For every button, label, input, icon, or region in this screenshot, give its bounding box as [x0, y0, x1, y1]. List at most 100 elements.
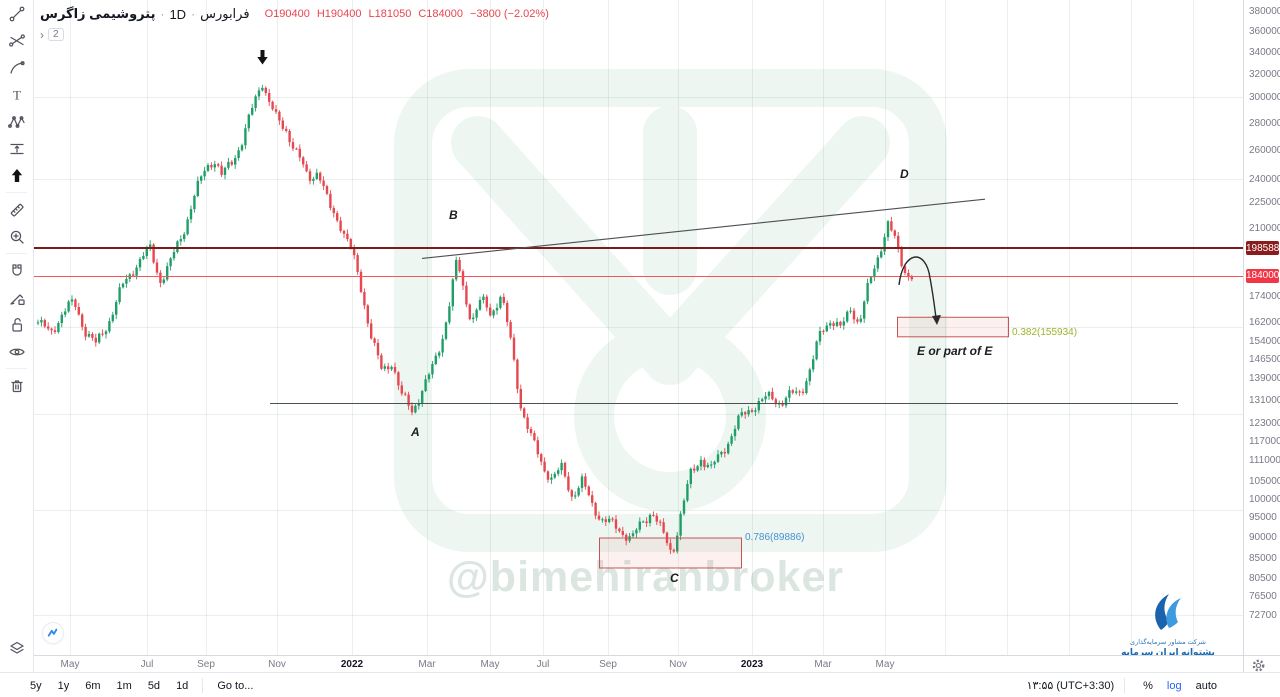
price-tick-label: 154000 [1249, 335, 1280, 347]
price-tick-label: 280000 [1249, 117, 1280, 129]
brush-tool-icon[interactable] [0, 54, 33, 81]
price-tick-label: 174000 [1249, 291, 1280, 303]
ohlc-high: H190400 [316, 8, 362, 20]
time-tick-label: Jul [140, 659, 154, 670]
fib-retracement-tool-icon[interactable] [0, 27, 33, 54]
trash-tool-icon[interactable] [0, 372, 33, 399]
down-arrow-marker[interactable] [256, 50, 269, 70]
price-tick-label: 139000 [1249, 373, 1280, 385]
price-tick-label: 80500 [1249, 572, 1277, 584]
log-scale-button[interactable]: log [1166, 679, 1182, 692]
symbol-name[interactable]: پتروشیمی زاگرس [40, 6, 156, 21]
chart-legend: پتروشیمی زاگرس · 1D · فرابورس O190400 H1… [40, 6, 549, 41]
axis-corner [1243, 655, 1280, 673]
eye-tool-icon[interactable] [0, 338, 33, 365]
bottom-toolbar: 5y 1y 6m 1m 5d 1d Go to... ۱۳:۵۵ (UTC+3:30) %… [0, 672, 1280, 697]
time-axis[interactable]: May Jul Sep Nov 2022 Mar May Jul Sep Nov 2023 Mar Ma… [33, 655, 1243, 673]
auto-scale-button[interactable]: auto [1195, 679, 1217, 692]
ohlc-change: −3800 (−2.02%) [469, 8, 549, 20]
toolbar-separator [6, 192, 27, 193]
range-button-1d[interactable]: 1d [176, 679, 189, 692]
range-button-6m[interactable]: 6m [85, 679, 101, 692]
drawing-toolbar: T [0, 0, 34, 672]
price-tick-label: 100000 [1249, 493, 1280, 505]
price-tick-label: 360000 [1249, 25, 1280, 37]
arrow-marker-tool-icon[interactable] [0, 162, 33, 189]
price-tick-label: 117000 [1249, 436, 1280, 448]
price-tick-label: 380000 [1249, 6, 1280, 17]
time-tick-label: May [60, 659, 80, 670]
time-tick-label: May [480, 659, 500, 670]
price-tick-label: 300000 [1249, 92, 1280, 104]
drawing-lock-tool-icon[interactable] [0, 284, 33, 311]
brand-subtitle: شرکت مشاور سرمایه‌گذاری [1130, 639, 1206, 646]
e-wave-label[interactable]: E or part of E [917, 344, 993, 358]
exchange-label: فرابورس [200, 6, 250, 21]
magnet-tool-icon[interactable] [0, 257, 33, 284]
ohlc-open: O190400 [264, 8, 310, 20]
price-tick-label: 95000 [1249, 512, 1277, 524]
fib-level-label[interactable]: 0.382(155934) [1012, 327, 1078, 339]
zoom-in-tool-icon[interactable] [0, 223, 33, 250]
tradingview-logo-button[interactable] [42, 622, 64, 644]
object-tree-icon[interactable] [0, 635, 33, 662]
brand-title: پشتوانه ایران سرمایه [1121, 647, 1215, 657]
indicators-count-badge[interactable]: 2 [48, 28, 64, 41]
axis-settings-gear-icon[interactable] [1251, 658, 1266, 678]
fib-level-label[interactable]: 0.786(89886) [745, 531, 805, 543]
price-tick-label: 123000 [1249, 417, 1280, 429]
time-tick-label: Mar [418, 659, 436, 670]
wave-label-B[interactable]: B [449, 208, 458, 222]
ohlc-low: L181050 [368, 8, 412, 20]
toolbar-separator [6, 253, 27, 254]
timeframe-label[interactable]: 1D [169, 6, 187, 22]
price-tick-label: 210000 [1249, 222, 1280, 234]
time-tick-label: Sep [599, 659, 617, 670]
wave-label-D[interactable]: D [900, 167, 909, 181]
price-tick-label: 260000 [1249, 144, 1280, 156]
price-tick-label: 225000 [1249, 197, 1280, 209]
wave-label-A[interactable]: A [411, 425, 420, 439]
toolbar-separator [6, 368, 27, 369]
price-tick-label: 90000 [1249, 532, 1277, 544]
price-tick-label: 240000 [1249, 173, 1280, 185]
range-button-5d[interactable]: 5d [147, 679, 161, 692]
xabcd-pattern-tool-icon[interactable] [0, 108, 33, 135]
brand-flame-icon [1155, 594, 1181, 630]
price-tick-label: 76500 [1249, 591, 1277, 603]
legend-separator: · [191, 7, 196, 21]
ohlc-values: O190400 H190400 L181050 C184000 −3800 (−… [265, 8, 549, 20]
text-tool-icon[interactable]: T [0, 81, 33, 108]
percent-scale-button[interactable]: % [1143, 679, 1153, 692]
time-tick-label: 2022 [340, 659, 364, 670]
price-tick-label: 105000 [1249, 475, 1280, 487]
ruler-tool-icon[interactable] [0, 196, 33, 223]
toolbar-divider [1124, 678, 1126, 693]
toolbar-divider [202, 678, 204, 693]
time-tick-label: Nov [268, 659, 286, 670]
time-tick-label: Jul [536, 659, 550, 670]
trend-line-tool-icon[interactable] [0, 0, 33, 27]
wave-label-C[interactable]: C [670, 571, 679, 585]
price-tick-label: 111000 [1249, 455, 1280, 467]
price-tick-label: 85000 [1249, 552, 1277, 564]
legend-separator: · [160, 7, 165, 21]
price-tick-label: 131000 [1249, 394, 1280, 406]
lock-open-tool-icon[interactable] [0, 311, 33, 338]
price-tick-label: 146500 [1249, 354, 1280, 366]
forecast-tool-icon[interactable] [0, 135, 33, 162]
price-tick-label: 72700 [1249, 610, 1277, 621]
clock-timezone[interactable]: ۱۳:۵۵ (UTC+3:30) [1026, 680, 1115, 692]
time-tick-label: May [875, 659, 895, 670]
price-axis[interactable]: 380000 360000 340000 320000 300000 280000 2600… [1243, 0, 1280, 655]
time-tick-label: Sep [197, 659, 215, 670]
range-button-1m[interactable]: 1m [116, 679, 132, 692]
broker-brand-logo: شرکت مشاور سرمایه‌گذاری پشتوانه ایران سر… [1098, 592, 1238, 658]
range-button-5y[interactable]: 5y [30, 679, 42, 692]
legend-expand-chevron[interactable]: › [40, 27, 44, 42]
goto-button[interactable]: Go to... [217, 679, 254, 692]
range-button-1y[interactable]: 1y [57, 679, 70, 692]
price-tick-label: 320000 [1249, 68, 1280, 80]
